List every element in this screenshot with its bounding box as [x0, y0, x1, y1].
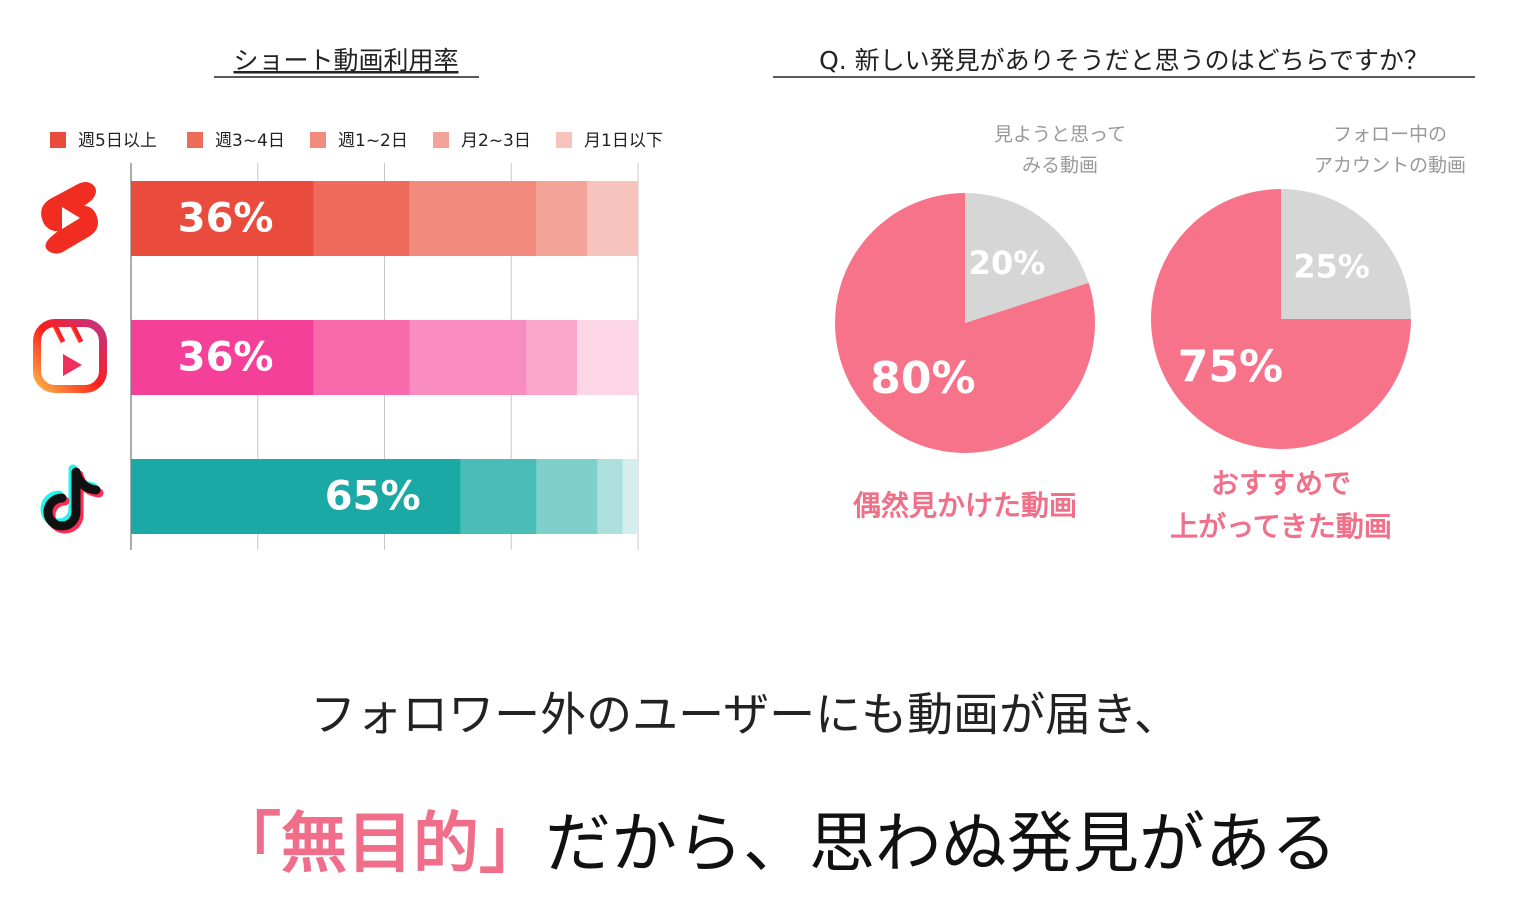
- footer-line1: フォロワー外のユーザーにも動画が届き、: [310, 688, 1180, 742]
- legend-label: 週5日以上: [78, 131, 157, 151]
- bar-segment: [460, 459, 537, 534]
- bar-segment: [313, 181, 410, 256]
- legend-label: 週1~2日: [338, 131, 408, 151]
- slice-label: 75%: [1178, 342, 1283, 393]
- slice-label: 25%: [1293, 247, 1370, 285]
- category-label: アカウントの動画: [1314, 155, 1466, 177]
- pie-slice: [1281, 189, 1411, 319]
- legend-swatch: [556, 132, 572, 148]
- bar-segment: [587, 181, 638, 256]
- bar-segment: [409, 181, 537, 256]
- category-label: 見ようと思って: [994, 124, 1126, 146]
- bar-segment: [622, 459, 638, 534]
- pie-slice: [834, 193, 1095, 454]
- footer-line2: 「無目的」だから、思わぬ発見がある: [215, 805, 1337, 882]
- bar-segment: [409, 320, 527, 395]
- pie-title: Q. 新しい発見がありそうだと思うのはどちらですか？: [819, 46, 1429, 75]
- bar-segment: [131, 459, 461, 534]
- bar-segment: [577, 320, 638, 395]
- legend-swatch: [187, 132, 203, 148]
- category-label: フォロー中の: [1333, 124, 1447, 146]
- pie-slice: [965, 193, 1089, 323]
- bar-segment: [313, 320, 410, 395]
- youtube-shorts-icon: [41, 182, 98, 254]
- value-label: 36%: [178, 196, 274, 242]
- category-label: おすすめで: [1211, 467, 1351, 500]
- bar-segment: [536, 181, 588, 256]
- bar-segment: [536, 459, 598, 534]
- legend-swatch: [50, 132, 66, 148]
- value-label: 65%: [325, 474, 421, 520]
- legend-swatch: [433, 132, 449, 148]
- category-label: みる動画: [1022, 155, 1098, 177]
- instagram-reels-icon: [33, 319, 107, 393]
- tiktok-icon: [40, 464, 104, 534]
- category-label: 偶然見かけた動画: [853, 489, 1077, 522]
- slice-label: 80%: [870, 353, 975, 404]
- legend-swatch: [310, 132, 326, 148]
- legend-label: 月1日以下: [584, 131, 663, 151]
- value-label: 36%: [178, 335, 274, 381]
- legend-label: 週3~4日: [215, 131, 285, 151]
- bar-segment: [131, 181, 314, 256]
- bar-segment: [526, 320, 578, 395]
- bar-title: ショート動画利用率: [233, 46, 458, 75]
- legend-label: 月2~3日: [461, 131, 531, 151]
- category-label: 上がってきた動画: [1170, 510, 1392, 543]
- pie-slice: [1151, 189, 1411, 449]
- bar-segment: [597, 459, 623, 534]
- bar-segment: [131, 320, 314, 395]
- footer-highlight: 「無目的」: [215, 805, 545, 882]
- slice-label: 20%: [969, 244, 1046, 282]
- footer-rest: だから、思わぬ発見がある: [545, 805, 1337, 882]
